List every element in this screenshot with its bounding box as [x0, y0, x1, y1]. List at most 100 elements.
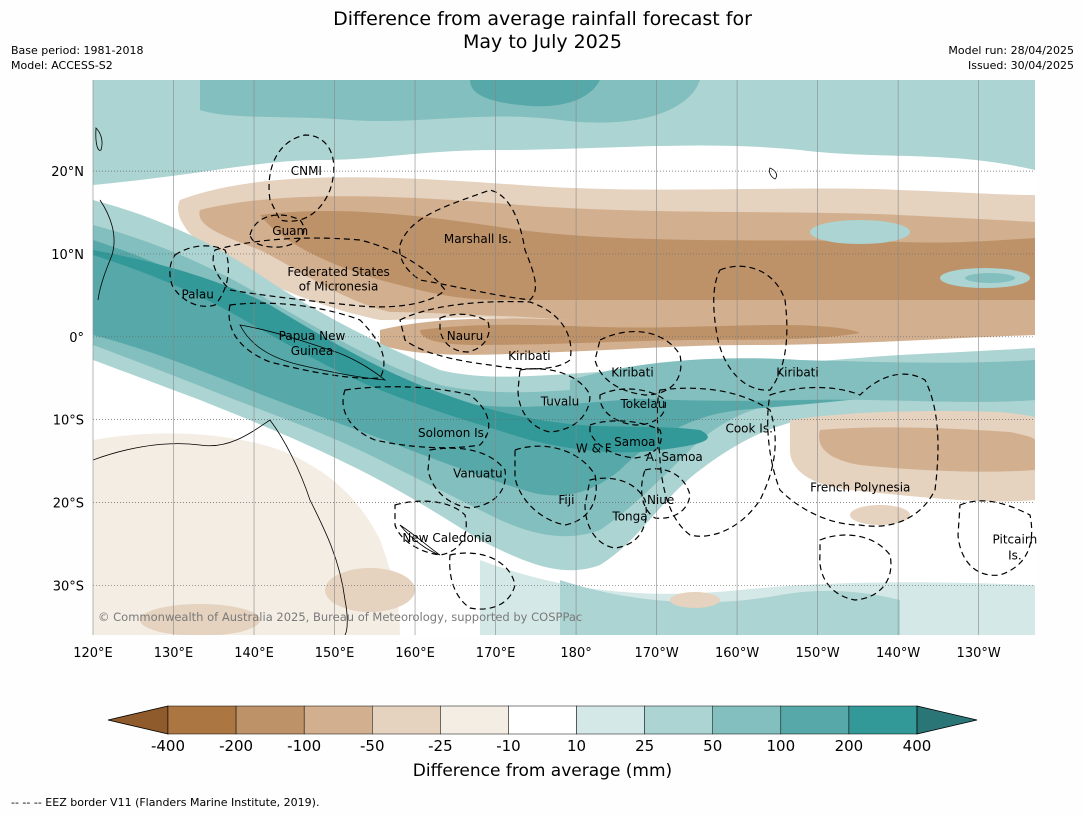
lat-tick-label: 0° — [69, 331, 84, 346]
eez-tuvalu — [517, 368, 591, 433]
lat-tick-label: 20°S — [53, 496, 84, 511]
place-label: Nauru — [447, 329, 483, 343]
lat-tick-label: 10°S — [53, 414, 84, 429]
lon-tick-label: 170°W — [635, 646, 679, 661]
eez-fsm — [212, 237, 446, 308]
eez-solomon — [342, 386, 490, 449]
eez-nz-kermadec — [449, 552, 516, 610]
colorbar-segment — [167, 705, 237, 735]
place-label: Tuvalu — [540, 394, 580, 408]
colorbar-tick-label: -10 — [496, 737, 521, 755]
colorbar-label: Difference from average (mm) — [412, 761, 673, 781]
place-label: Kiribati — [776, 365, 818, 379]
colorbar-tick-label: -100 — [287, 737, 321, 755]
new-caledonia-coast — [399, 524, 441, 556]
north-dry-core — [260, 210, 1035, 300]
equatorial-dry-core — [420, 324, 860, 345]
colorbar-tick-label: 200 — [835, 737, 864, 755]
title-line-1: Difference from average rainfall forecas… — [333, 8, 752, 30]
eez-french-polynesia — [767, 373, 939, 527]
colorbar-segment — [780, 705, 850, 735]
eez-tokelau — [599, 388, 666, 426]
east-wet-area — [570, 358, 1035, 402]
place-label: Vanuatu — [453, 466, 503, 480]
eez-niue — [641, 468, 691, 519]
lat-tick-label: 20°N — [51, 165, 84, 180]
colorbar-segment — [235, 705, 305, 735]
eez-fiji — [514, 445, 597, 526]
new-guinea-coast — [239, 324, 387, 381]
lon-tick-label: 140°W — [876, 646, 920, 661]
south-wet-patch — [560, 580, 900, 635]
eez-kiribati-e — [713, 265, 788, 391]
eez-guam — [249, 214, 305, 248]
colorbar-tick-label: -400 — [151, 737, 185, 755]
lon-tick-label: 160°W — [715, 646, 759, 661]
west-wet-core — [93, 250, 708, 453]
place-label: New Caledonia — [402, 531, 492, 545]
colorbar-tick-label: 10 — [567, 737, 586, 755]
southeast-dry-core — [819, 427, 1035, 472]
north-wet-core-2 — [470, 80, 600, 107]
place-label: W & F — [576, 442, 612, 456]
lon-tick-label: 130°E — [154, 646, 194, 661]
place-label: Cook Is. — [725, 422, 772, 436]
lat-tick-label: 30°S — [53, 579, 84, 594]
map-field — [93, 80, 1035, 635]
eez-kiribati-w — [399, 300, 572, 370]
base-period-text: Base period: 1981-2018 — [11, 44, 144, 57]
eez-cook — [656, 387, 776, 537]
australia-dry-area — [93, 433, 400, 635]
lat-tick-label: 10°N — [51, 248, 84, 263]
place-label: Palau — [181, 288, 213, 302]
issued-text: Issued: 30/04/2025 — [967, 59, 1074, 72]
place-label: French Polynesia — [810, 481, 910, 495]
place-label: of Micronesia — [299, 279, 379, 293]
colorbar-tick-label: 50 — [703, 737, 722, 755]
eez-kiribati-c — [594, 331, 682, 396]
colorbar-segment — [508, 705, 577, 735]
eez-png — [228, 302, 385, 379]
wet-patch-3 — [965, 273, 1015, 283]
model-text: Model: ACCESS-S2 — [11, 59, 113, 72]
place-label: Guam — [272, 224, 308, 238]
eez-borders — [169, 134, 1033, 610]
eez-new-caledonia — [394, 500, 467, 556]
place-label: Tokelau — [619, 397, 665, 411]
eez-nauru — [439, 313, 490, 353]
place-label: CNMI — [291, 164, 322, 178]
australia-coast — [93, 419, 348, 635]
chart-title: Difference from average rainfall forecas… — [0, 8, 1085, 54]
colorbar-segment — [372, 705, 441, 735]
meta-left: Base period: 1981-2018 Model: ACCESS-S2 — [11, 43, 143, 73]
place-label: Niue — [647, 493, 674, 507]
meta-right: Model run: 28/04/2025 Issued: 30/04/2025 — [948, 43, 1074, 73]
dry-patch-1 — [325, 568, 415, 612]
eez-palau — [169, 245, 229, 307]
eez-pitcairn — [957, 500, 1033, 576]
colorbar-tick-label: 400 — [903, 737, 932, 755]
west-wet-deep — [93, 240, 900, 496]
colorbar-segment — [303, 705, 373, 735]
latitude-labels: 20°N 10°N 0° 10°S 20°S 30°S — [51, 165, 84, 594]
place-label: Is. — [1008, 548, 1022, 562]
place-label: Marshall Is. — [444, 232, 512, 246]
dry-patch-4 — [670, 592, 720, 608]
lon-tick-label: 170°E — [476, 646, 516, 661]
north-wet-core — [200, 80, 700, 123]
place-label: Kiribati — [611, 365, 653, 379]
colorbar-segment — [644, 705, 713, 735]
colorbar-segment — [848, 705, 918, 735]
place-label: Solomon Is. — [418, 426, 488, 440]
eez-marshall — [399, 189, 537, 301]
colorbar-extend-low — [107, 705, 169, 735]
west-wet-area — [93, 200, 1035, 571]
eez-note: -- -- -- EEZ border V11 (Flanders Marine… — [11, 796, 320, 809]
place-label: Pitcairn — [993, 533, 1038, 547]
lon-tick-label: 180° — [560, 646, 591, 661]
colorbar-segment — [440, 705, 509, 735]
eez-vanuatu — [427, 447, 507, 509]
lon-tick-label: 150°E — [315, 646, 355, 661]
wet-patch-1 — [810, 220, 910, 244]
